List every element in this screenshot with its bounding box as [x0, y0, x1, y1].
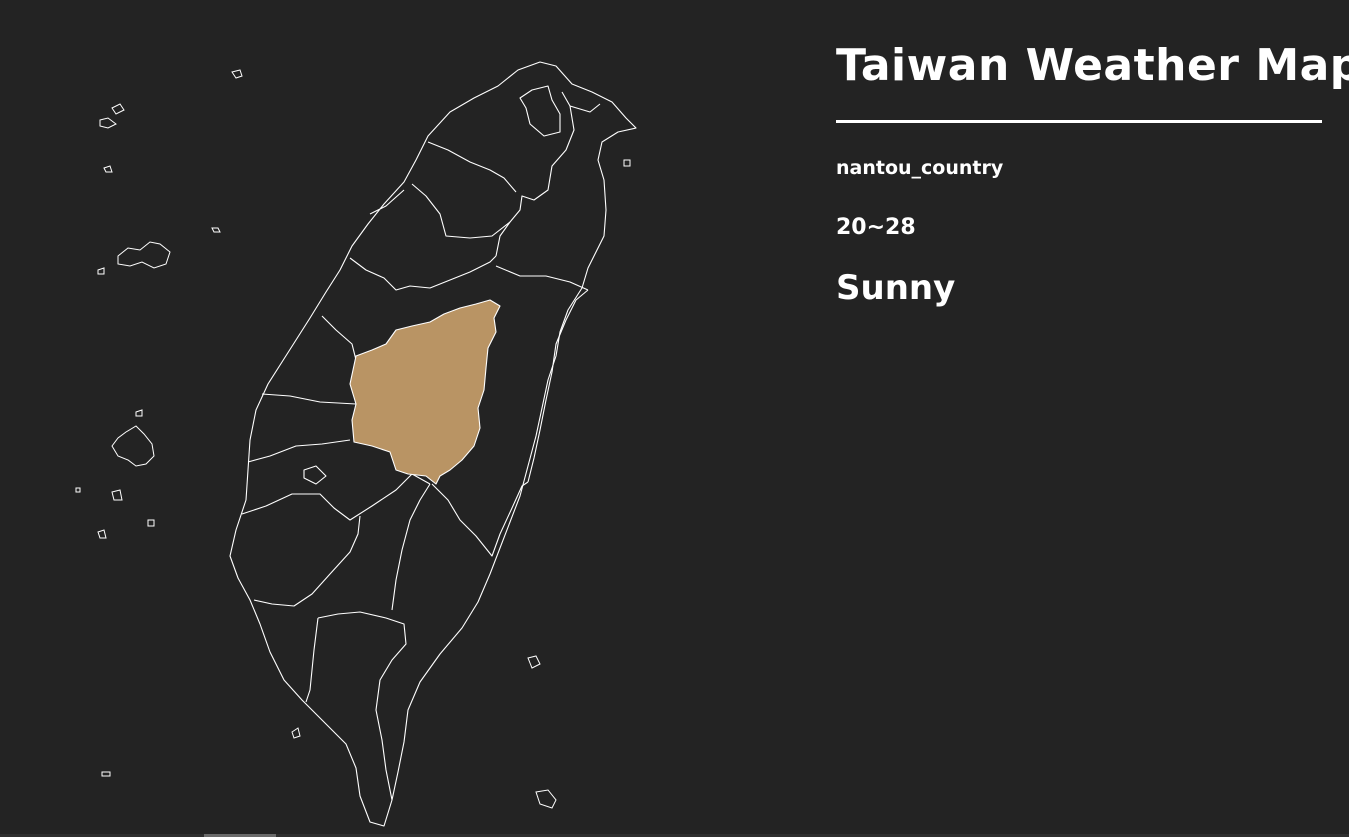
county-name: nantou_country: [836, 157, 1004, 179]
islet-matsu-c: [231, 69, 243, 79]
border-hualien-taitung: [431, 481, 529, 557]
islet-small-f: [75, 487, 81, 493]
border-taichung-hualien: [495, 265, 589, 291]
islet-small-c: [97, 267, 105, 275]
horizontal-scrollbar[interactable]: [0, 834, 1349, 837]
border-changhua: [261, 393, 357, 405]
border-chiayi: [241, 473, 431, 521]
border-chiayi-city: [303, 465, 327, 485]
border-miaoli-taichung: [349, 255, 497, 291]
border-kaohsiung-inner: [305, 617, 319, 703]
islet-matsu-a: [99, 117, 117, 129]
border-taichung-city: [321, 315, 357, 361]
weather-condition: Sunny: [836, 268, 956, 308]
border-yunlin: [247, 439, 351, 463]
border-taoyuan: [427, 141, 517, 193]
border-keelung: [561, 91, 601, 113]
scrollbar-thumb[interactable]: [204, 834, 276, 837]
islet-turtle: [623, 159, 631, 167]
border-tainan: [253, 515, 361, 607]
county-nantou[interactable]: [349, 299, 501, 485]
islet-small-b: [211, 227, 221, 233]
islet-orchid: [535, 789, 557, 809]
border-hualien-west: [527, 289, 589, 483]
border-kaohsiung-east: [391, 483, 431, 611]
border-taoyuan-hsinchu: [411, 183, 511, 239]
islet-small-d: [135, 409, 143, 417]
islet-penghu-south: [111, 489, 123, 501]
islet-kinmen: [117, 241, 171, 269]
taiwan-map: [75, 61, 637, 827]
taiwan-island-outline: [229, 61, 637, 827]
border-taipei: [519, 85, 561, 137]
islet-liuqiu: [291, 727, 301, 739]
weather-info-panel: Taiwan Weather Map nantou_country 20~28 …: [836, 36, 1349, 308]
islet-matsu-b: [111, 103, 125, 115]
islet-qimei: [97, 529, 107, 539]
islet-small-g: [101, 771, 111, 777]
temperature-range: 20~28: [836, 215, 916, 240]
islet-small-a: [103, 165, 113, 173]
islet-small-e: [147, 519, 155, 527]
border-hsinchu-miaoli: [369, 189, 405, 215]
page-title: Taiwan Weather Map: [836, 40, 1349, 91]
penghu-islands: [111, 425, 155, 467]
border-kaohsiung-pingtung: [317, 611, 407, 801]
border-newtaipei-yilan: [495, 105, 575, 257]
islet-green: [527, 655, 541, 669]
title-divider: [836, 120, 1322, 123]
